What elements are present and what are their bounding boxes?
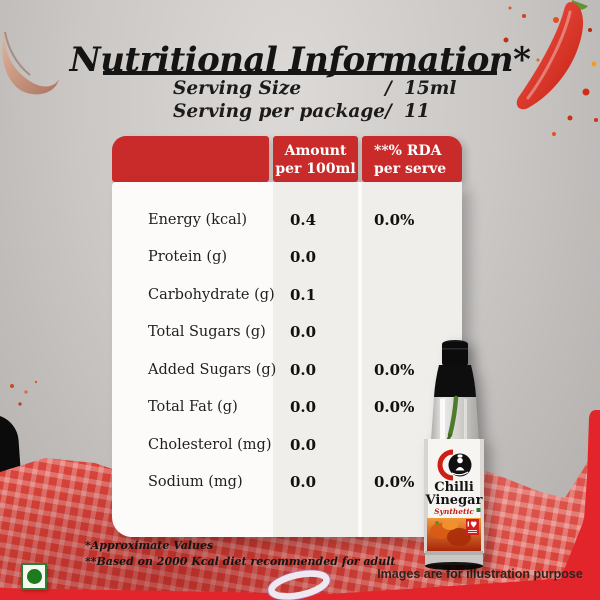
title-underline	[103, 71, 497, 75]
row-label: Added Sugars (g)	[148, 361, 277, 378]
serving-size-value: 15ml	[404, 78, 457, 99]
header-amount-line2: per 100ml	[275, 161, 356, 178]
serving-size-line: Serving Size / 15ml	[173, 78, 456, 101]
row-amount: 0.4	[290, 210, 317, 229]
header-amount-line1: Amount	[284, 143, 347, 159]
row-amount: 0.0	[290, 398, 317, 417]
row-label: Cholesterol (mg)	[148, 436, 272, 453]
header-cell-rda: **% RDA per serve	[362, 136, 462, 182]
bottle-variant: Synthetic	[434, 507, 474, 516]
row-label: Carbohydrate (g)	[148, 286, 275, 303]
table-row: Carbohydrate (g) 0.1	[112, 276, 462, 314]
table-row: Added Sugars (g) 0.0 0.0%	[112, 351, 462, 389]
row-amount: 0.0	[290, 248, 317, 267]
row-rda: 0.0%	[374, 473, 415, 492]
veg-symbol-icon	[21, 563, 47, 590]
table-row: Total Sugars (g) 0.0	[112, 314, 462, 352]
row-label: Sodium (mg)	[148, 474, 243, 491]
label-veg-dot	[476, 508, 481, 512]
table-row: Protein (g) 0.0	[112, 239, 462, 277]
row-label: Total Fat (g)	[148, 399, 238, 416]
chilli-vinegar-bottle: Chilli Vinegar Synthetic	[424, 340, 484, 570]
row-amount: 0.0	[290, 473, 317, 492]
table-body: Energy (kcal) 0.4 0.0% Protein (g) 0.0 C…	[112, 182, 462, 537]
garlic-clove-icon	[2, 31, 59, 95]
serving-package-value: 11	[404, 101, 430, 122]
footnotes: *Approximate Values **Based on 2000 Kcal…	[85, 538, 396, 570]
footnote-rda-basis: **Based on 2000 Kcal diet recommended fo…	[85, 555, 396, 568]
brand-logo-circle	[448, 453, 472, 477]
amount-column-strip	[273, 182, 358, 537]
table-row: Energy (kcal) 0.4 0.0%	[112, 201, 462, 239]
row-label: Total Sugars (g)	[148, 324, 266, 341]
nutrition-table: Amount per 100ml **% RDA per serve Energ…	[112, 136, 462, 537]
bottle-name-line1: Chilli	[434, 480, 474, 495]
row-amount: 0.0	[290, 360, 317, 379]
header-cell-amount: Amount per 100ml	[273, 136, 358, 182]
row-rda: 0.0%	[374, 360, 415, 379]
row-amount: 0.1	[290, 285, 317, 304]
table-row: Cholesterol (mg) 0.0	[112, 426, 462, 464]
table-row: Total Fat (g) 0.0 0.0%	[112, 389, 462, 427]
row-label: Energy (kcal)	[148, 211, 248, 228]
footnote-approximate: *Approximate Values	[85, 539, 214, 552]
serving-info: Serving Size / 15ml Serving per package …	[173, 78, 456, 124]
table-row: Sodium (mg) 0.0 0.0%	[112, 464, 462, 502]
separator: /	[385, 78, 392, 99]
serving-package-line: Serving per package / 11	[173, 101, 430, 124]
row-rda: 0.0%	[374, 398, 415, 417]
spice-splatter-icon	[10, 380, 38, 406]
header-rda-line1: **% RDA	[374, 143, 442, 159]
illustration-disclaimer: Images are for illustration purpose	[377, 567, 583, 581]
row-amount: 0.0	[290, 435, 317, 454]
serving-size-label: Serving Size	[173, 78, 302, 99]
header-rda-line2: per serve	[374, 161, 447, 178]
red-ribbon-right	[552, 410, 600, 600]
green-chili-in-bottle	[447, 395, 459, 438]
serving-package-label: Serving per package	[173, 101, 386, 122]
separator: /	[385, 101, 392, 122]
table-rows: Energy (kcal) 0.4 0.0% Protein (g) 0.0 C…	[112, 201, 462, 501]
table-header: Amount per 100ml **% RDA per serve	[112, 136, 462, 182]
row-amount: 0.0	[290, 323, 317, 342]
bottle-name-line2: Vinegar	[425, 493, 483, 508]
row-label: Protein (g)	[148, 249, 228, 266]
onion-ring-icon	[267, 569, 331, 600]
row-rda: 0.0%	[374, 210, 415, 229]
header-cell-blank	[112, 136, 269, 182]
red-chili-icon	[503, 0, 598, 136]
brand-logo-arc	[437, 449, 454, 481]
veg-green-dot	[26, 569, 42, 584]
